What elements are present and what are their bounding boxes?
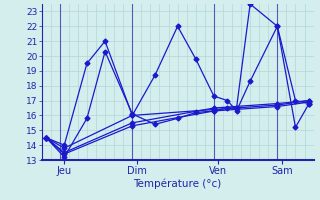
X-axis label: Température (°c): Température (°c) xyxy=(133,178,222,189)
